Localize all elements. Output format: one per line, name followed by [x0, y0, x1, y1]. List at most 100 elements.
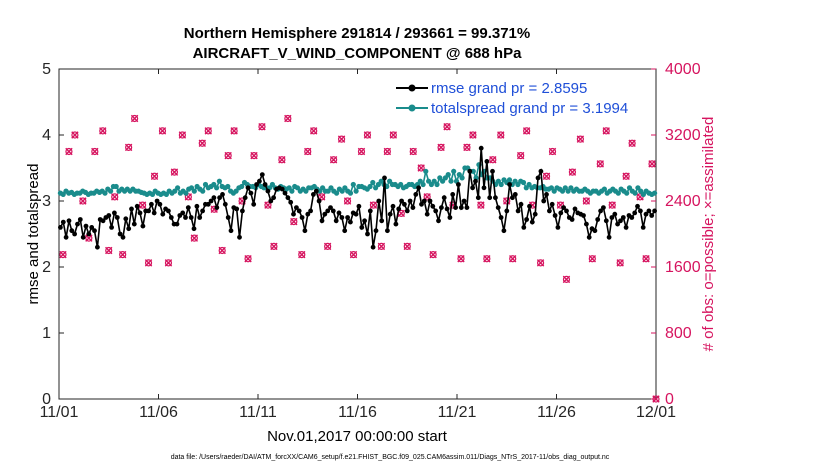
obs-possible-marker	[131, 114, 139, 123]
obs-assimilated-marker	[250, 151, 258, 160]
rmse-point	[305, 211, 311, 217]
obs-possible-marker	[204, 127, 212, 135]
rmse-point	[632, 210, 638, 216]
obs-possible-marker	[469, 131, 477, 139]
obs-assimilated-marker	[652, 395, 660, 403]
rmse-point	[450, 192, 456, 197]
obs-assimilated-marker	[596, 160, 604, 168]
rmse-point	[564, 208, 569, 214]
rmse-point	[291, 211, 296, 217]
obs-possible-marker	[588, 255, 596, 263]
obs-assimilated-marker	[429, 250, 437, 259]
totalspread-point	[200, 188, 206, 194]
totalspread-point	[423, 168, 429, 174]
obs-possible-marker	[608, 201, 616, 209]
rmse-point	[393, 221, 399, 227]
rmse-point	[353, 211, 359, 217]
rmse-point	[225, 215, 231, 220]
rmse-point	[359, 225, 365, 230]
rmse-point	[427, 198, 433, 204]
rmse-point	[86, 231, 92, 237]
rmse-point	[245, 185, 251, 191]
rmse-point	[456, 182, 461, 187]
totalspread-point	[367, 183, 373, 190]
rmse-point	[100, 218, 106, 224]
obs-possible-marker	[99, 127, 107, 135]
rmse-point	[200, 208, 206, 214]
rmse-point	[615, 221, 620, 227]
obs-possible-marker	[423, 193, 431, 201]
obs-assimilated-marker	[99, 127, 107, 135]
obs-possible-marker	[463, 143, 471, 151]
obs-assimilated-marker	[329, 156, 338, 164]
rmse-point	[439, 205, 444, 211]
obs-assimilated-marker	[170, 168, 179, 176]
obs-assimilated-marker	[270, 242, 278, 251]
rmse-point	[601, 205, 606, 211]
rmse-point	[652, 208, 657, 214]
totalspread-point	[370, 179, 376, 186]
rmse-point	[308, 208, 313, 214]
x-tick-label: 12/01	[636, 404, 676, 421]
obs-assimilated-marker	[85, 234, 93, 242]
rmse-point	[112, 210, 117, 216]
obs-assimilated-marker	[343, 197, 352, 205]
obs-possible-marker	[642, 255, 650, 263]
rmse-point	[436, 218, 441, 224]
rmse-point	[410, 205, 416, 211]
y-tick-label-left: 2	[42, 259, 51, 276]
x-tick-label: 11/06	[139, 404, 178, 421]
obs-possible-marker	[198, 139, 206, 147]
obs-possible-marker	[403, 242, 411, 250]
rmse-point	[473, 178, 478, 184]
obs-assimilated-marker	[79, 197, 87, 205]
obs-possible-marker	[230, 127, 238, 135]
obs-possible-marker	[343, 197, 352, 205]
rmse-point	[188, 215, 194, 220]
rmse-point	[376, 198, 382, 204]
rmse-point	[89, 225, 95, 230]
y-tick-label-left: 1	[42, 325, 51, 342]
rmse-point	[640, 225, 646, 230]
rmse-point	[268, 198, 274, 204]
rmse-point	[328, 205, 333, 211]
rmse-point	[638, 208, 643, 214]
rmse-point	[535, 175, 541, 181]
rmse-point	[396, 206, 402, 212]
obs-possible-marker	[437, 143, 445, 151]
obs-possible-marker	[125, 143, 133, 151]
rmse-point	[538, 168, 544, 174]
obs-possible-marker	[483, 255, 491, 263]
totalspread-point	[353, 188, 359, 194]
obs-assimilated-marker	[105, 246, 113, 255]
obs-possible-marker	[369, 201, 378, 209]
rmse-point	[572, 206, 578, 212]
rmse-point	[131, 221, 137, 227]
obs-assimilated-marker	[224, 151, 232, 160]
obs-possible-marker	[284, 114, 292, 123]
y-tick-label-right: 800	[665, 325, 692, 342]
obs-possible-marker	[616, 259, 624, 267]
rmse-point	[58, 225, 63, 230]
rmse-point	[584, 221, 589, 227]
rmse-point	[296, 208, 302, 214]
obs-assimilated-marker	[198, 139, 206, 147]
obs-assimilated-marker	[417, 164, 425, 172]
totalspread-point	[459, 175, 465, 181]
legend-label-spread: totalspread grand pr = 3.1994	[431, 100, 628, 117]
rmse-point	[109, 225, 114, 230]
totalspread-point	[420, 181, 426, 188]
obs-possible-marker	[190, 234, 198, 242]
totalspread-point	[113, 183, 119, 190]
rmse-point	[609, 215, 615, 220]
rmse-point	[222, 201, 228, 207]
obs-possible-marker	[417, 164, 425, 172]
rmse-point	[66, 218, 72, 224]
rmse-point	[399, 198, 404, 204]
obs-assimilated-marker	[178, 131, 187, 139]
rmse-point	[569, 217, 575, 222]
rmse-point	[385, 228, 390, 234]
rmse-point	[316, 198, 322, 204]
rmse-point	[342, 228, 348, 234]
